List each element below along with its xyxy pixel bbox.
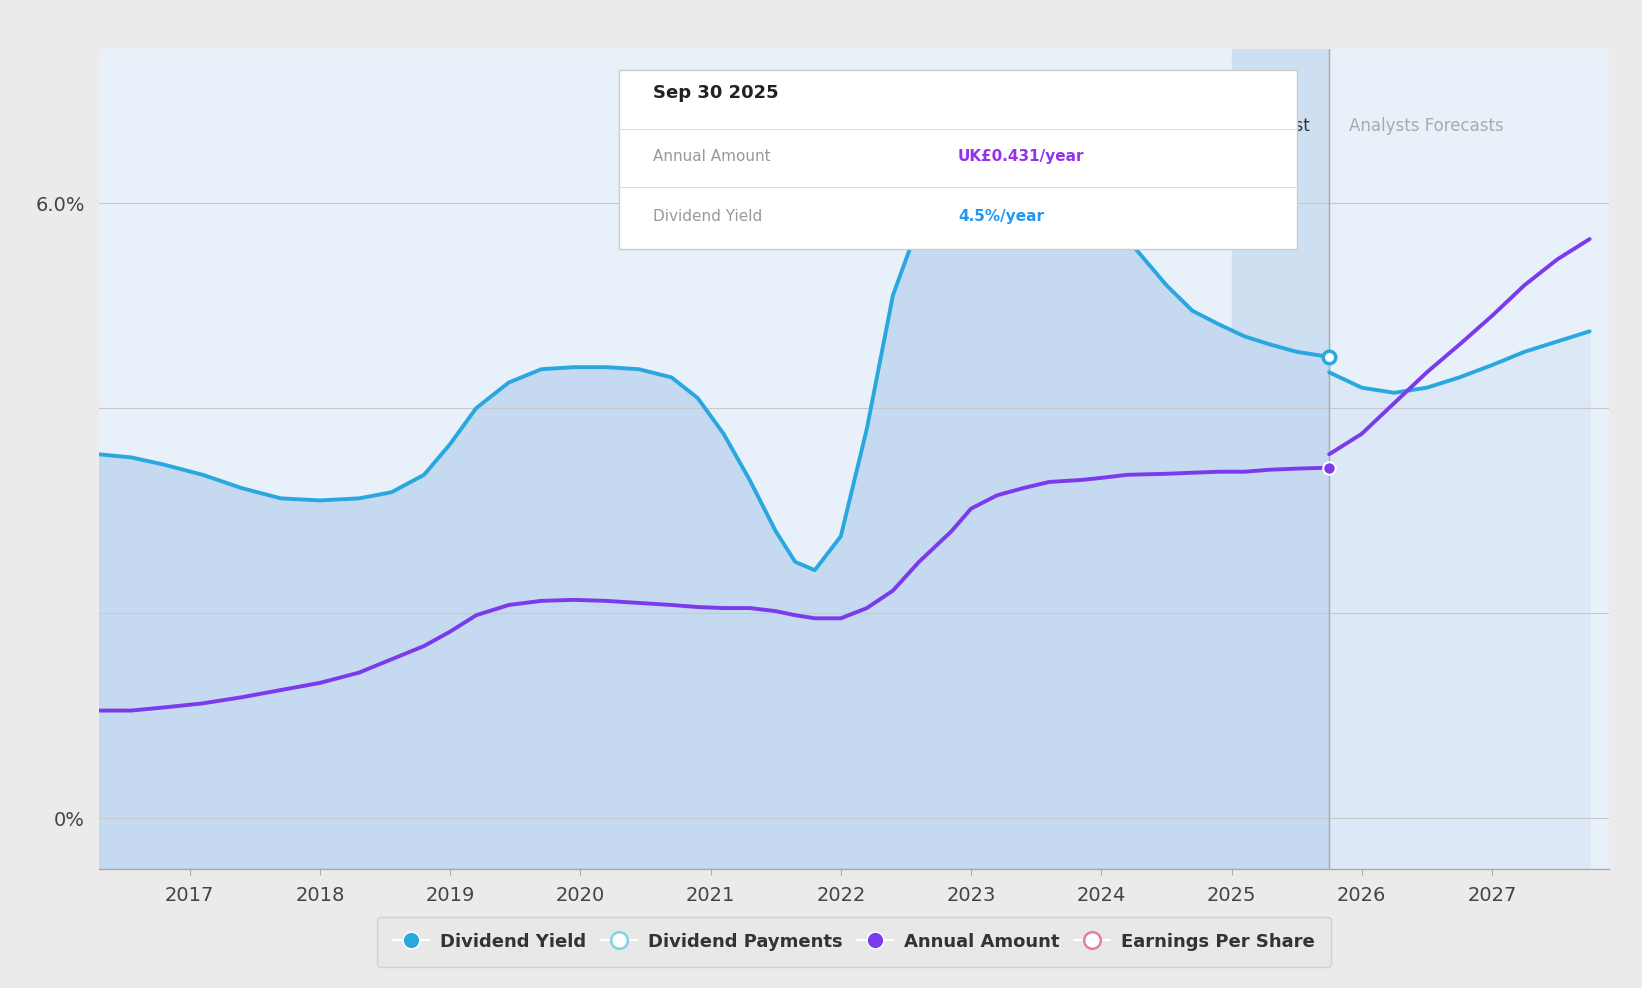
Text: Dividend Yield: Dividend Yield (654, 209, 762, 224)
Legend: Dividend Yield, Dividend Payments, Annual Amount, Earnings Per Share: Dividend Yield, Dividend Payments, Annua… (378, 917, 1330, 967)
Text: Annual Amount: Annual Amount (654, 148, 770, 163)
Text: Past: Past (1274, 118, 1310, 135)
Text: 4.5%/year: 4.5%/year (957, 209, 1044, 224)
FancyBboxPatch shape (619, 70, 1297, 249)
Text: Analysts Forecasts: Analysts Forecasts (1348, 118, 1504, 135)
Text: Sep 30 2025: Sep 30 2025 (654, 84, 778, 102)
Bar (1232, 49, 1328, 869)
Text: UK£0.431/year: UK£0.431/year (957, 148, 1084, 163)
